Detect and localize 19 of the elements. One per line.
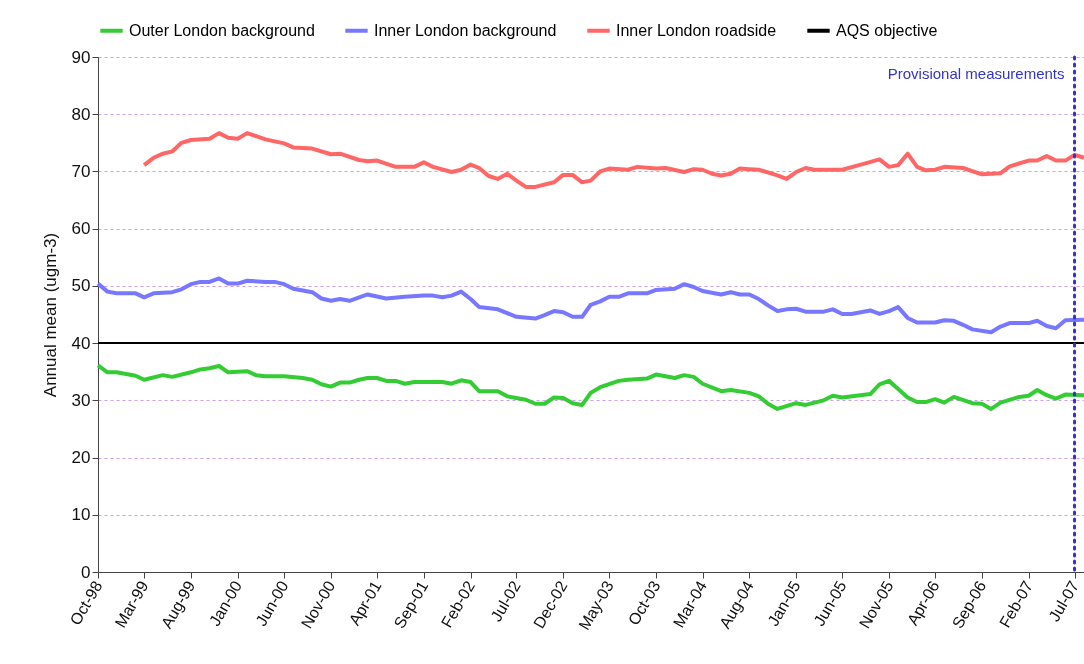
y-tick-label: 70 [71,161,91,181]
legend-label: Outer London background [129,21,315,39]
y-axis-title: Annual mean (ugm-3) [40,232,60,398]
y-tick-label: 20 [71,448,91,468]
y-tick-label: 80 [71,104,91,124]
y-tick-label: 40 [71,333,91,353]
legend-label: AQS objective [836,21,938,39]
y-tick-label: 90 [71,47,91,67]
ref-line-label: Provisional measurements [887,65,1065,82]
y-tick-label: 50 [71,276,91,296]
y-tick-label: 30 [71,390,91,410]
y-tick-label: 0 [81,562,91,582]
legend-label: Inner London roadside [616,21,777,39]
y-tick-label: 60 [71,219,91,239]
line-series [142,131,1084,189]
legend-label: Inner London background [374,21,557,39]
line-series [96,276,1084,335]
y-tick-label: 10 [71,505,91,525]
line-series [96,363,1084,411]
